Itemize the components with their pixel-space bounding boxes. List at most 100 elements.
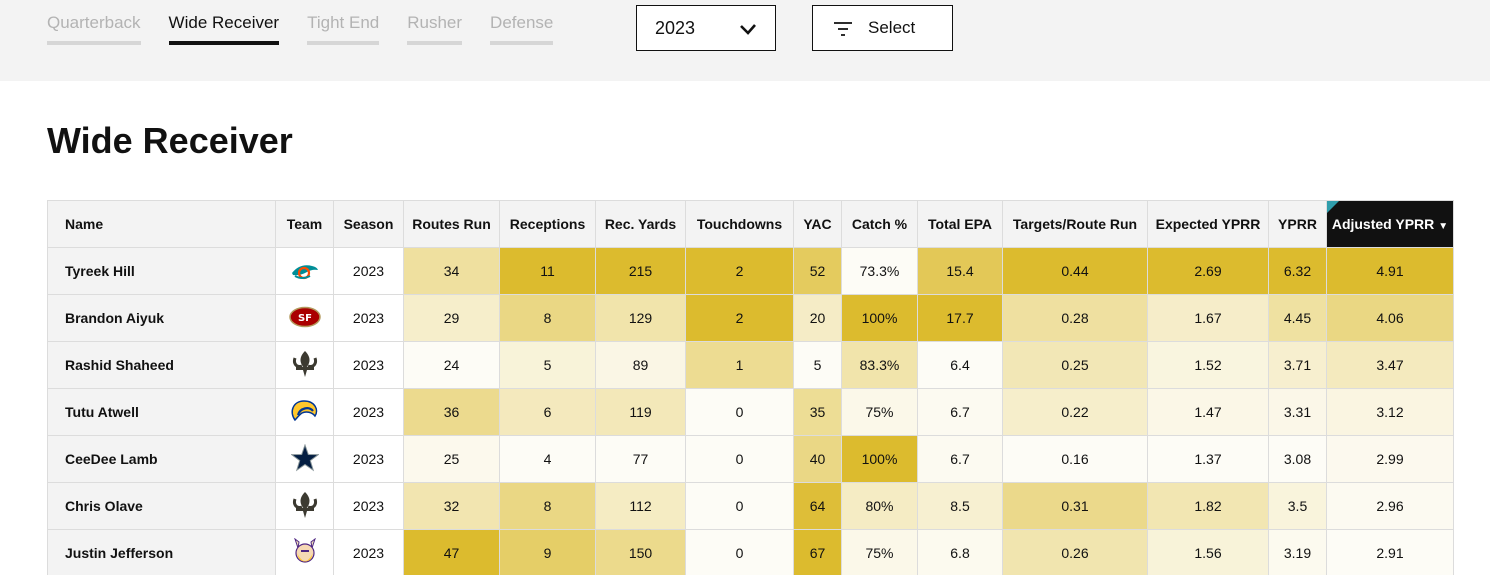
column-header-receptions[interactable]: Receptions	[499, 200, 596, 248]
player-name-cell[interactable]: Tutu Atwell	[47, 388, 276, 436]
season-select[interactable]: 2023	[636, 5, 776, 51]
receptions-cell: 5	[499, 341, 596, 389]
tab-defense[interactable]: Defense	[490, 0, 554, 45]
touchdowns-cell: 0	[685, 482, 794, 530]
table-row[interactable]: Brandon Aiyuk SF 2023 29 8 129 2 20 100% 17.7 0.28…	[47, 294, 1454, 342]
tab-wide-receiver[interactable]: Wide Receiver	[168, 0, 280, 45]
column-header-yac[interactable]: YAC	[793, 200, 842, 248]
receptions-cell: 8	[499, 294, 596, 342]
tab-rusher[interactable]: Rusher	[407, 0, 463, 45]
adjusted-yprr-cell: 3.47	[1326, 341, 1454, 389]
player-name-cell[interactable]: Brandon Aiyuk	[47, 294, 276, 342]
tab-underline	[47, 41, 141, 45]
yac-cell: 20	[793, 294, 842, 342]
player-name-cell[interactable]: Tyreek Hill	[47, 247, 276, 295]
yprr-cell: 3.08	[1268, 435, 1327, 483]
column-header-name[interactable]: Name	[47, 200, 276, 248]
49ers-logo-icon: SF	[288, 306, 321, 331]
adjusted-yprr-cell: 4.91	[1326, 247, 1454, 295]
rec-yards-cell: 215	[595, 247, 686, 295]
touchdowns-cell: 0	[685, 435, 794, 483]
routes-cell: 24	[403, 341, 500, 389]
player-name-cell[interactable]: CeeDee Lamb	[47, 435, 276, 483]
receptions-cell: 8	[499, 482, 596, 530]
column-header-targets-route-run[interactable]: Targets/Route Run	[1002, 200, 1148, 248]
tab-quarterback[interactable]: Quarterback	[47, 0, 141, 45]
column-header-team[interactable]: Team	[275, 200, 334, 248]
table-row[interactable]: Rashid Shaheed 2023 24 5 89 1 5 83.3% 6.4 0.25 1.5…	[47, 341, 1454, 389]
expected-yprr-cell: 1.56	[1147, 529, 1269, 575]
column-header-adjusted-yprr[interactable]: Adjusted YPRR ▼	[1326, 200, 1454, 248]
yac-cell: 52	[793, 247, 842, 295]
season-cell: 2023	[333, 529, 404, 575]
total-epa-cell: 15.4	[917, 247, 1003, 295]
column-header-rec-yards[interactable]: Rec. Yards	[595, 200, 686, 248]
table-row[interactable]: Tutu Atwell 2023 36 6 119 0 35 75% 6.7 0.22 1.47 3.…	[47, 388, 1454, 436]
targets-route-cell: 0.44	[1002, 247, 1148, 295]
player-name-cell[interactable]: Rashid Shaheed	[47, 341, 276, 389]
catch-pct-cell: 100%	[841, 435, 918, 483]
table-row[interactable]: Justin Jefferson 2023 47 9 150 0 67 75% 6.8 0.26 1…	[47, 529, 1454, 575]
season-cell: 2023	[333, 294, 404, 342]
expected-yprr-cell: 1.52	[1147, 341, 1269, 389]
total-epa-cell: 17.7	[917, 294, 1003, 342]
column-header-season[interactable]: Season	[333, 200, 404, 248]
filter-select-button[interactable]: Select	[812, 5, 953, 51]
table-row[interactable]: Tyreek Hill 2023 34 11 215 2 52 73.3% 15.4 0.44 2.…	[47, 247, 1454, 295]
total-epa-cell: 6.4	[917, 341, 1003, 389]
player-name-cell[interactable]: Chris Olave	[47, 482, 276, 530]
yprr-cell: 3.31	[1268, 388, 1327, 436]
catch-pct-cell: 80%	[841, 482, 918, 530]
catch-pct-cell: 83.3%	[841, 341, 918, 389]
tab-underline	[407, 41, 463, 45]
catch-pct-cell: 75%	[841, 529, 918, 575]
chevron-down-icon	[740, 24, 756, 35]
yprr-cell: 6.32	[1268, 247, 1327, 295]
top-bar: Quarterback Wide Receiver Tight End Rush…	[0, 0, 1490, 81]
touchdowns-cell: 0	[685, 388, 794, 436]
receptions-cell: 11	[499, 247, 596, 295]
column-header-yprr[interactable]: YPRR	[1268, 200, 1327, 248]
table-row[interactable]: Chris Olave 2023 32 8 112 0 64 80% 8.5 0.31 1.82 3.…	[47, 482, 1454, 530]
player-name-cell[interactable]: Justin Jefferson	[47, 529, 276, 575]
column-header-expected-yprr[interactable]: Expected YPRR	[1147, 200, 1269, 248]
position-tabs: Quarterback Wide Receiver Tight End Rush…	[47, 0, 581, 45]
yprr-cell: 3.5	[1268, 482, 1327, 530]
yac-cell: 5	[793, 341, 842, 389]
cowboys-logo-icon	[289, 442, 320, 475]
team-cell	[275, 482, 334, 530]
filter-icon	[834, 22, 852, 36]
total-epa-cell: 6.7	[917, 435, 1003, 483]
tab-underline	[490, 41, 554, 45]
adjusted-yprr-cell: 2.99	[1326, 435, 1454, 483]
season-cell: 2023	[333, 341, 404, 389]
tab-tight-end[interactable]: Tight End	[307, 0, 380, 45]
yac-cell: 64	[793, 482, 842, 530]
team-cell	[275, 247, 334, 295]
tab-label: Tight End	[307, 13, 380, 32]
column-header-touchdowns[interactable]: Touchdowns	[685, 200, 794, 248]
rams-logo-icon	[289, 398, 321, 427]
column-header-total-epa[interactable]: Total EPA	[917, 200, 1003, 248]
targets-route-cell: 0.16	[1002, 435, 1148, 483]
table-row[interactable]: CeeDee Lamb 2023 25 4 77 0 40 100% 6.7 0.16 1.37 3.…	[47, 435, 1454, 483]
receptions-cell: 9	[499, 529, 596, 575]
yac-cell: 67	[793, 529, 842, 575]
column-header-catch-pct[interactable]: Catch %	[841, 200, 918, 248]
tab-label: Rusher	[407, 13, 463, 32]
dolphins-logo-icon	[290, 259, 320, 284]
routes-cell: 36	[403, 388, 500, 436]
adjusted-yprr-cell: 2.91	[1326, 529, 1454, 575]
rec-yards-cell: 129	[595, 294, 686, 342]
season-cell: 2023	[333, 388, 404, 436]
column-header-routes-run[interactable]: Routes Run	[403, 200, 500, 248]
catch-pct-cell: 73.3%	[841, 247, 918, 295]
sort-desc-icon: ▼	[1438, 221, 1449, 232]
filter-button-label: Select	[868, 18, 916, 37]
tab-label: Defense	[490, 13, 554, 32]
rec-yards-cell: 112	[595, 482, 686, 530]
rec-yards-cell: 77	[595, 435, 686, 483]
team-cell: SF	[275, 294, 334, 342]
targets-route-cell: 0.26	[1002, 529, 1148, 575]
saints-logo-icon	[292, 491, 318, 522]
